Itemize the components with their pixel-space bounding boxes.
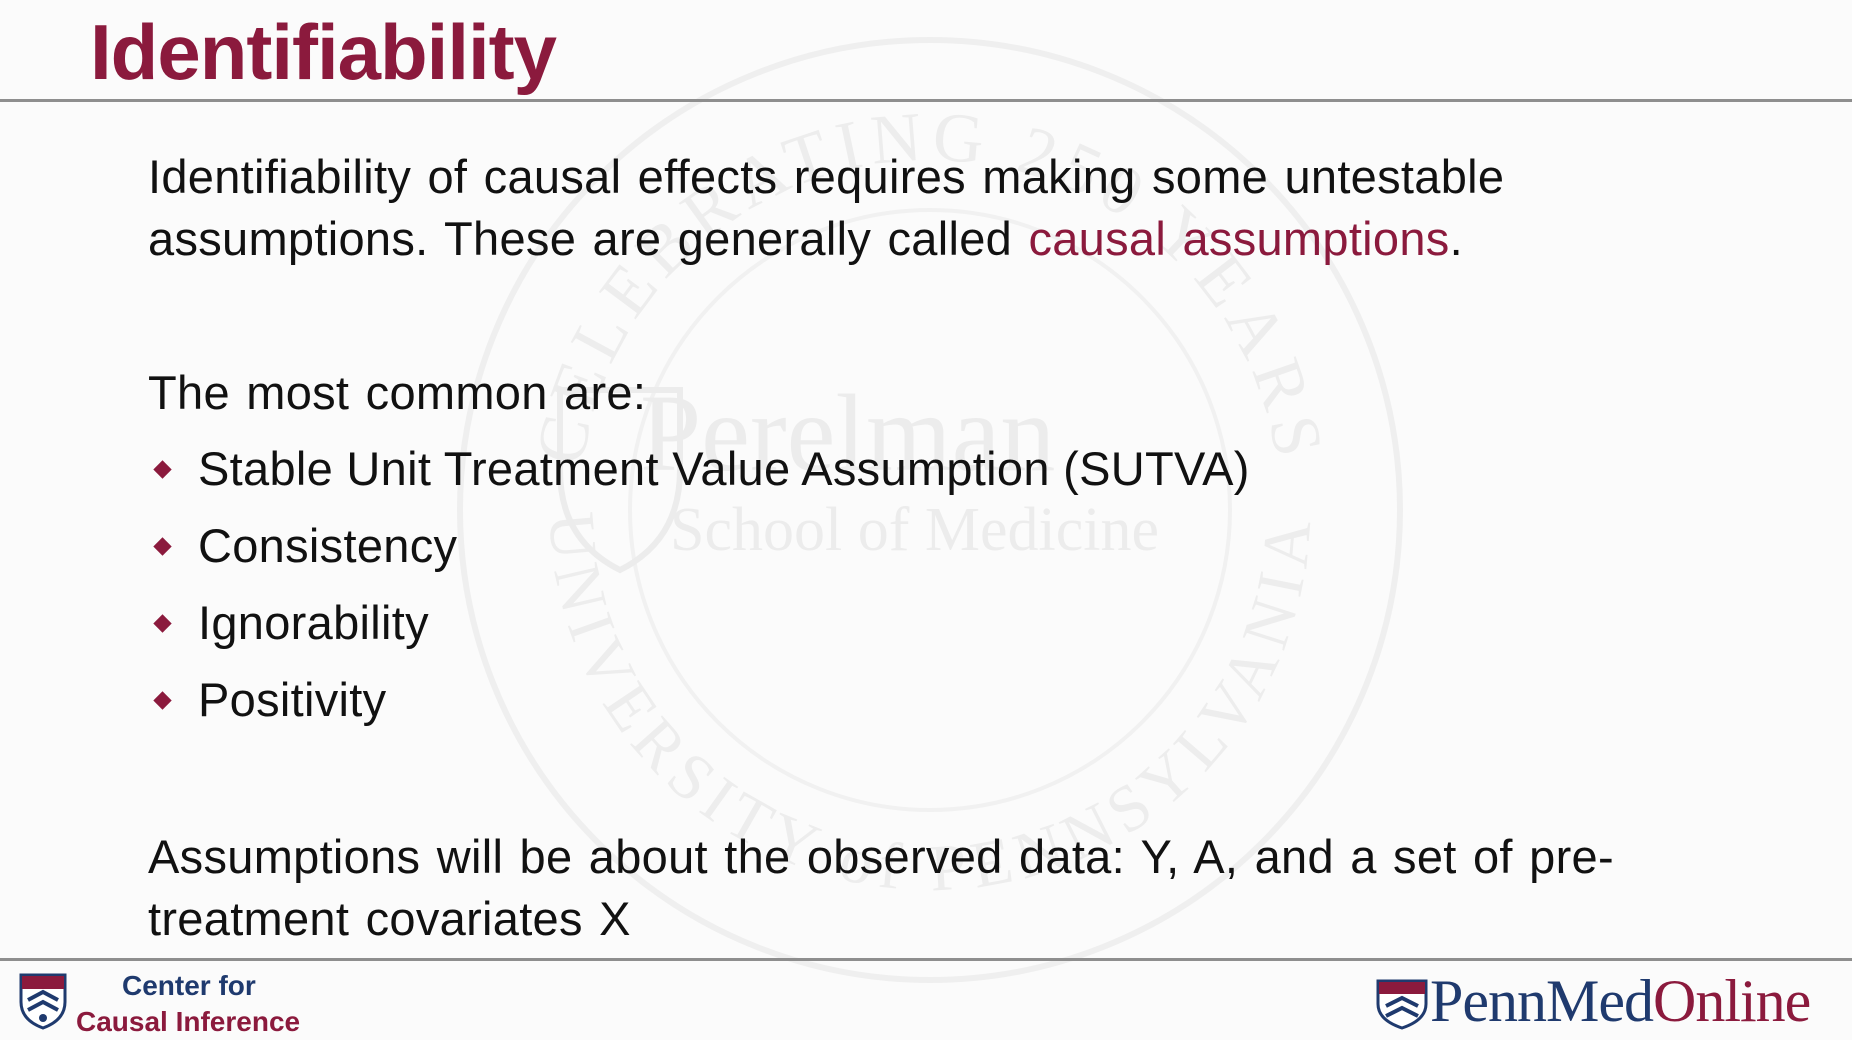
intro-text: Identifiability of causal effects requir… [148, 150, 1505, 265]
list-item: Consistency [148, 515, 1250, 592]
causal-assumptions-highlight: causal assumptions [1028, 212, 1450, 265]
intro-period: . [1449, 212, 1463, 265]
bullet-label: Consistency [198, 519, 458, 572]
intro-paragraph: Identifiability of causal effects requir… [148, 146, 1748, 270]
footer-divider [0, 958, 1852, 961]
diamond-bullet-icon [153, 537, 172, 556]
list-item: Positivity [148, 669, 1250, 746]
penn-shield-icon [19, 973, 67, 1030]
title-divider [0, 99, 1852, 102]
slide-title: Identifiability [90, 8, 557, 96]
bullet-label: Positivity [198, 673, 387, 726]
logo-line-2: Causal Inference [76, 1006, 301, 1037]
penn-shield-small-icon [1376, 979, 1428, 1030]
list-item: Ignorability [148, 592, 1250, 669]
common-heading: The most common are: [148, 366, 647, 419]
pennmedonline-logo: PennMedOnline [1430, 966, 1811, 1036]
center-causal-inference-logo: Center for Causal Inference [76, 968, 300, 1040]
list-item: Stable Unit Treatment Value Assumption (… [148, 438, 1250, 515]
logo-online: Online [1652, 968, 1811, 1034]
closing-paragraph: Assumptions will be about the observed d… [148, 830, 1614, 945]
diamond-bullet-icon [153, 460, 172, 479]
logo-pennmed: PennMed [1430, 968, 1654, 1034]
diamond-bullet-icon [153, 614, 172, 633]
bullet-label: Ignorability [198, 596, 429, 649]
assumption-list: Stable Unit Treatment Value Assumption (… [148, 438, 1250, 746]
logo-line-1: Center for [122, 970, 256, 1001]
diamond-bullet-icon [153, 691, 172, 710]
bullet-label: Stable Unit Treatment Value Assumption (… [198, 442, 1250, 495]
